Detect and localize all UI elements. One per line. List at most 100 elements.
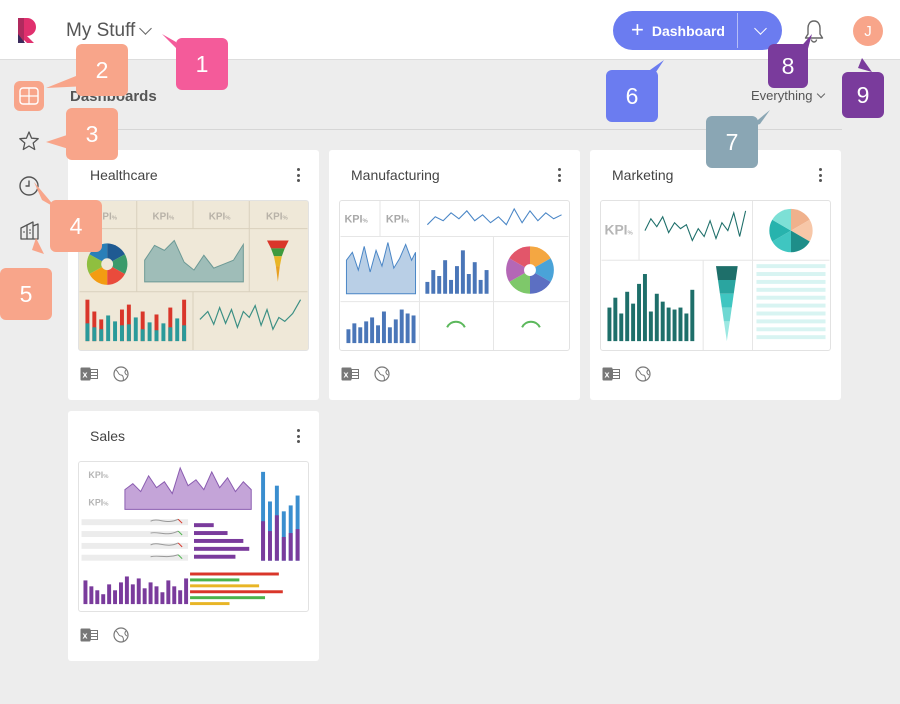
callout-1: 1: [176, 38, 228, 90]
bar-chart: [425, 250, 489, 294]
new-dashboard-button[interactable]: + Dashboard: [613, 11, 737, 50]
callout-number: 6: [625, 82, 639, 109]
kpi-suffix: %: [103, 474, 109, 480]
globe-icon[interactable]: [112, 627, 130, 643]
line-chart: [644, 210, 747, 242]
kebab-icon[interactable]: [554, 167, 564, 183]
kpi-row: KPI% KPI% KPI% KPI%: [95, 212, 288, 223]
sidebar-item-favorites[interactable]: [14, 126, 44, 156]
card-footer: x: [80, 627, 130, 643]
callout-number: 9: [856, 81, 870, 108]
sidebar-item-dashboards[interactable]: [14, 81, 44, 111]
dashboard-thumbnail[interactable]: KPI% KPI%: [339, 200, 570, 351]
kebab-icon[interactable]: [293, 167, 303, 183]
globe-icon[interactable]: [373, 366, 391, 382]
kpi-label: KPI%: [266, 212, 288, 223]
pie-chart: [769, 208, 813, 253]
workspace-selector[interactable]: My Stuff: [66, 20, 153, 42]
kpi-label: KPI%: [386, 214, 410, 226]
dashboard-thumbnail[interactable]: KPI% KPI% KPI% KPI%: [78, 200, 309, 351]
callout-number: 1: [195, 50, 209, 77]
sidebar-item-library[interactable]: [14, 216, 44, 246]
sparkline-group: [150, 518, 183, 560]
pie-chart: [86, 243, 128, 285]
dashboard-card-marketing[interactable]: Marketing KPI%: [590, 150, 841, 400]
gauge-chart: [446, 320, 466, 328]
svg-text:x: x: [605, 370, 610, 380]
callout-8: 8: [768, 44, 808, 88]
funnel-chart: [715, 266, 738, 342]
kpi-label: KPI%: [344, 214, 368, 226]
callout-5: 5: [0, 268, 52, 320]
star-icon: [19, 131, 39, 151]
kpi-row: KPI% KPI%: [88, 470, 109, 508]
line-chart: [426, 207, 562, 226]
kpi-suffix: %: [627, 231, 633, 237]
gauge-chart: [521, 320, 541, 328]
table-grid: [756, 264, 826, 340]
dashboard-thumbnail[interactable]: KPI% KPI%: [78, 461, 309, 612]
callout-number: 3: [85, 120, 99, 147]
chevron-down-icon: [817, 89, 826, 98]
svg-text:x: x: [83, 370, 88, 380]
dashboard-thumbnail[interactable]: KPI%: [600, 200, 831, 351]
avatar-initial: J: [864, 22, 872, 40]
chevron-down-icon: [139, 22, 153, 35]
table-grid: [81, 519, 189, 561]
svg-text:x: x: [344, 370, 349, 380]
globe-icon[interactable]: [112, 366, 130, 382]
chevron-down-icon: [753, 21, 767, 35]
kebab-icon[interactable]: [815, 167, 825, 183]
funnel-chart: [267, 240, 289, 282]
excel-icon[interactable]: x: [80, 627, 98, 643]
kpi-label: KPI%: [88, 497, 109, 507]
callout-4: 4: [50, 200, 102, 252]
sidebar-item-recent[interactable]: [14, 171, 44, 201]
dashboard-title: Manufacturing: [351, 167, 440, 183]
callout-7: 7: [706, 116, 758, 168]
callout-number: 5: [19, 280, 33, 307]
filter-label: Everything: [751, 88, 813, 103]
pie-chart: [506, 246, 554, 294]
bar-chart: [346, 309, 416, 344]
callout-9: 9: [842, 72, 884, 118]
excel-icon[interactable]: x: [341, 366, 359, 382]
globe-icon[interactable]: [634, 366, 652, 382]
callout-6: 6: [606, 70, 658, 122]
kpi-suffix: %: [363, 219, 369, 225]
kpi-suffix: %: [225, 216, 231, 222]
card-footer: x: [341, 366, 391, 382]
line-chart: [199, 299, 302, 331]
card-footer: x: [602, 366, 652, 382]
kpi-label: KPI%: [95, 212, 117, 223]
kpi-suffix: %: [282, 216, 288, 222]
library-icon: [20, 221, 39, 240]
stacked-bar-chart: [261, 471, 300, 561]
horizontal-bar-chart: [193, 523, 250, 559]
dashboards-icon: [19, 87, 39, 105]
svg-text:x: x: [83, 631, 88, 641]
callout-number: 2: [95, 56, 109, 83]
kpi-row: KPI% KPI%: [344, 214, 410, 226]
user-avatar[interactable]: J: [853, 16, 883, 46]
kpi-suffix: %: [169, 216, 175, 222]
dashboard-card-manufacturing[interactable]: Manufacturing KPI% KPI%: [329, 150, 580, 400]
excel-icon[interactable]: x: [80, 366, 98, 382]
area-chart: [345, 242, 417, 295]
button-divider: [737, 13, 738, 48]
dashboard-card-sales[interactable]: Sales KPI% KPI%: [68, 411, 319, 661]
excel-icon[interactable]: x: [602, 366, 620, 382]
filter-dropdown[interactable]: Everything: [751, 88, 826, 103]
kpi-suffix: %: [112, 216, 118, 222]
clock-icon: [19, 176, 39, 196]
kebab-icon[interactable]: [293, 428, 303, 444]
bell-icon[interactable]: [803, 19, 825, 43]
dashboard-card-healthcare[interactable]: Healthcare KPI% KPI% KPI% KPI%: [68, 150, 319, 400]
area-chart: [124, 466, 252, 510]
divider: [70, 129, 842, 130]
area-chart: [144, 239, 244, 283]
app-logo[interactable]: [14, 16, 38, 44]
kpi-label: KPI%: [88, 470, 109, 480]
card-footer: x: [80, 366, 130, 382]
kpi-suffix: %: [103, 501, 109, 507]
